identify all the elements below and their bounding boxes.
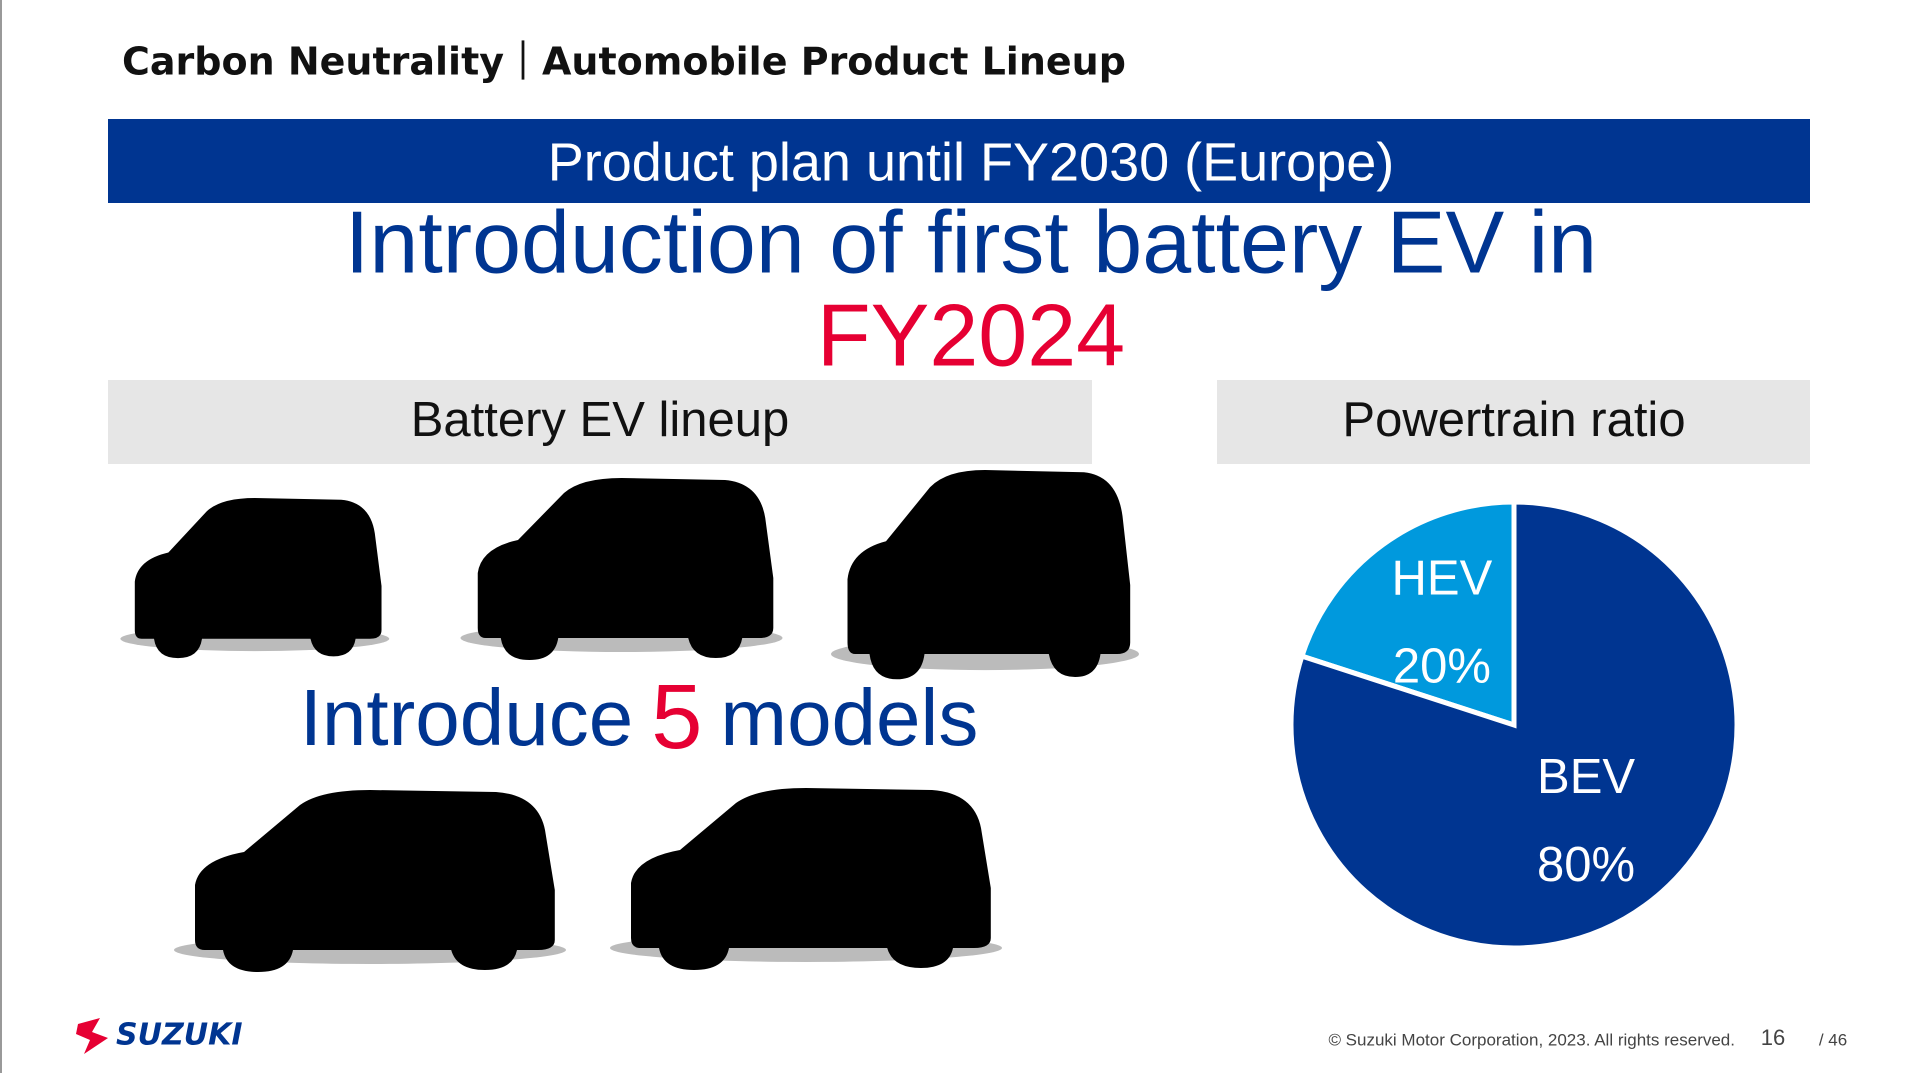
- slice-label: BEV: [1537, 750, 1635, 804]
- header-title: Carbon Neutrality｜Automobile Product Lin…: [122, 40, 1126, 84]
- banner: [108, 119, 1810, 203]
- chart-title: Powertrain ratio: [1342, 393, 1685, 447]
- page-total: / 46: [1819, 1030, 1847, 1049]
- slice-value: 80%: [1537, 838, 1635, 892]
- lineup-before: Introduce: [300, 673, 634, 762]
- lineup-header: [108, 380, 1092, 464]
- pie-slice: [1298, 499, 1517, 729]
- lineup-text: Introduce 5 models: [300, 666, 979, 768]
- slice-label: HEV: [1392, 552, 1493, 606]
- pie-slice: [1288, 499, 1740, 951]
- lineup-count: 5: [651, 666, 702, 768]
- logo-mark: [76, 1018, 108, 1054]
- chart-header: [1217, 380, 1810, 464]
- lineup-after: models: [720, 673, 978, 762]
- slice-value: 20%: [1393, 640, 1491, 694]
- banner-title: Product plan until FY2030 (Europe): [548, 132, 1395, 192]
- copyright: © Suzuki Motor Corporation, 2023. All ri…: [1328, 1030, 1735, 1049]
- headline: Introduction of first battery EV in: [345, 192, 1597, 291]
- lineup-title: Battery EV lineup: [411, 393, 790, 447]
- logo: SUZUKI: [116, 1018, 243, 1053]
- headline-year: FY2024: [817, 285, 1125, 384]
- page-number: 16: [1761, 1025, 1785, 1050]
